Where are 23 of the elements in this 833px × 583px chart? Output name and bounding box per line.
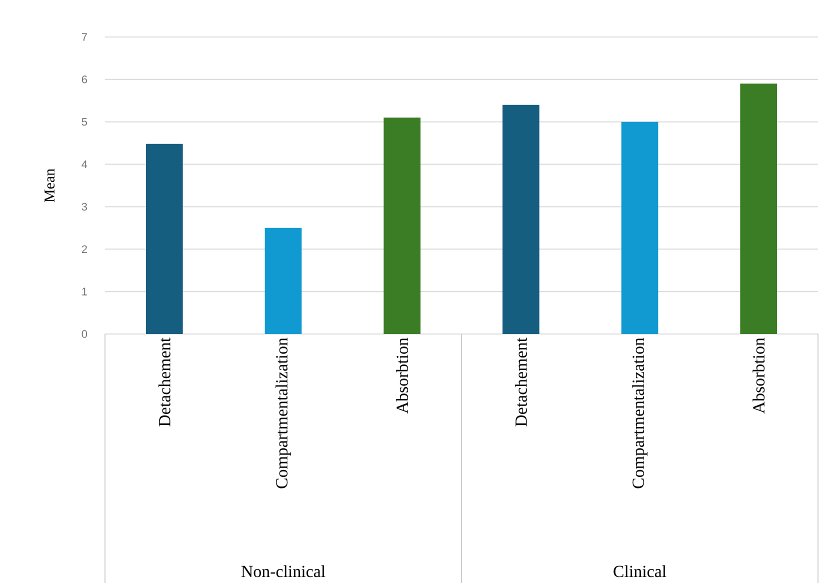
bar: [740, 84, 778, 334]
x-tick-label: Compartmentalization: [276, 338, 291, 488]
y-tick-label: 7: [82, 33, 87, 41]
bar: [621, 122, 658, 334]
text: Non-clinical: [241, 565, 326, 578]
bar: [502, 104, 540, 334]
y-tick-label: 6: [82, 76, 87, 84]
text: Clinical: [614, 565, 666, 578]
x-tick-label: Detachement: [514, 338, 527, 426]
x-tick-label: Absorbtion: [752, 338, 765, 414]
bar: [146, 144, 183, 334]
y-tick-label: 1: [82, 288, 87, 296]
y-tick-label: 4: [82, 160, 88, 168]
x-tick-label: Compartmentalization: [632, 338, 648, 488]
y-tick-label: 0: [82, 330, 88, 338]
x-tick-label: Detachement: [158, 338, 170, 426]
y-axis-title: Mean: [44, 168, 55, 202]
y-tick-label: 3: [82, 202, 87, 211]
y-tick-label: 2: [82, 245, 87, 253]
x-tick-label: Absorbtion: [396, 338, 408, 414]
y-tick-label: 5: [82, 118, 88, 126]
bar: [264, 228, 302, 334]
bar: [384, 118, 421, 334]
